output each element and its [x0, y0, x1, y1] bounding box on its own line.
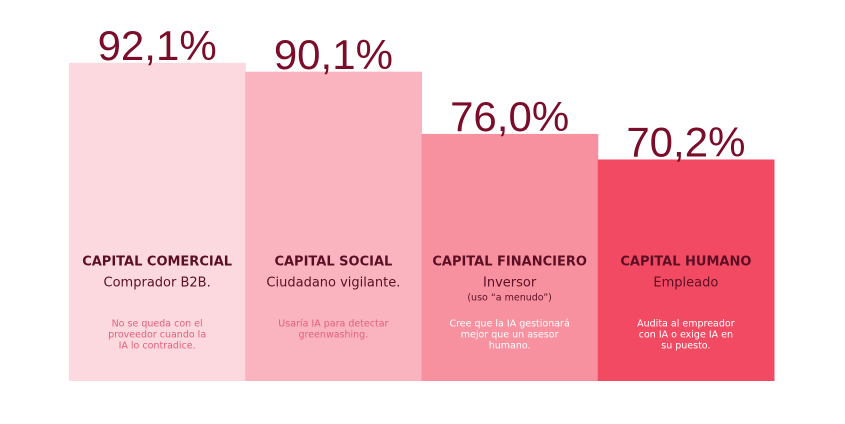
- category-label: CAPITAL COMERCIAL: [82, 255, 232, 270]
- bar: [421, 133, 599, 381]
- category-label: CAPITAL FINANCIERO: [432, 255, 587, 270]
- category-note: IA lo contradice.: [119, 341, 196, 352]
- category-note: Audita al empreador: [637, 319, 735, 330]
- value-label: 90,1%: [274, 31, 393, 78]
- category-note: No se queda con el: [112, 319, 203, 330]
- category-note: mejor que un asesor: [461, 330, 559, 341]
- category-note: humano.: [489, 341, 531, 352]
- bar: [245, 71, 422, 381]
- category-note: con IA o exige IA en: [639, 330, 733, 341]
- value-label: 92,1%: [98, 22, 217, 69]
- category-subtitle: Empleado: [653, 276, 718, 291]
- value-label: 70,2%: [626, 119, 745, 166]
- category-note: Cree que la IA gestionará: [449, 319, 569, 330]
- category-label: CAPITAL SOCIAL: [274, 255, 392, 270]
- value-label: 76,0%: [450, 93, 569, 140]
- category-note: su puesto.: [661, 341, 710, 352]
- category-subtitle: Comprador B2B.: [104, 276, 211, 291]
- bar: [69, 62, 246, 381]
- category-subtitle: (uso “a menudo”): [467, 293, 552, 304]
- bar: [597, 159, 775, 381]
- category-note: greenwashing.: [299, 330, 369, 341]
- category-note: Usaría IA para detectar: [278, 319, 388, 330]
- category-subtitle: Ciudadano vigilante.: [266, 276, 400, 291]
- category-subtitle: Inversor: [483, 276, 537, 291]
- category-note: proveedor cuando la: [108, 330, 206, 341]
- category-label: CAPITAL HUMANO: [620, 255, 751, 270]
